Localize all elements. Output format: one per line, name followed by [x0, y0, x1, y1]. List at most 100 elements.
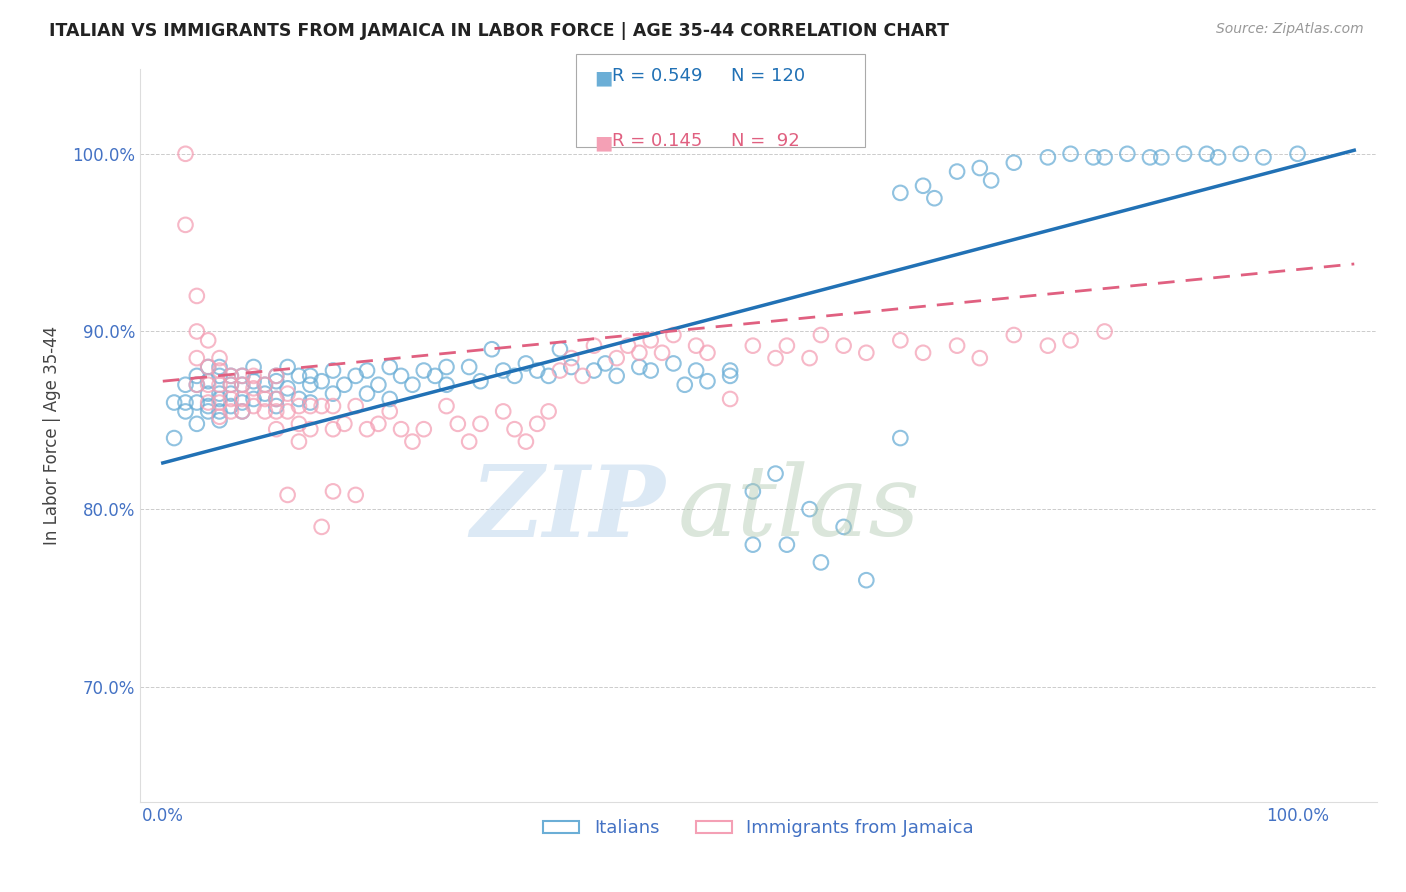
Point	[299, 399, 322, 413]
Point	[515, 434, 537, 449]
Point	[208, 351, 231, 365]
Point	[662, 328, 685, 343]
Point	[322, 363, 344, 377]
Point	[367, 417, 389, 431]
Point	[253, 377, 276, 392]
Point	[208, 395, 231, 409]
Point	[277, 488, 299, 502]
Point	[311, 520, 333, 534]
Point	[412, 422, 434, 436]
Text: R = 0.549: R = 0.549	[612, 67, 702, 85]
Point	[1286, 146, 1309, 161]
Point	[219, 377, 242, 392]
Point	[197, 395, 219, 409]
Point	[264, 399, 287, 413]
Point	[174, 377, 197, 392]
Point	[264, 368, 287, 383]
Point	[1036, 339, 1059, 353]
Point	[253, 377, 276, 392]
Point	[560, 359, 582, 374]
Point	[503, 422, 526, 436]
Point	[277, 386, 299, 401]
Point	[197, 377, 219, 392]
Point	[197, 374, 219, 388]
Point	[174, 395, 197, 409]
Point	[889, 334, 911, 348]
Point	[231, 368, 253, 383]
Point	[1253, 150, 1275, 164]
Point	[1059, 146, 1081, 161]
Text: N = 120: N = 120	[731, 67, 806, 85]
Point	[378, 359, 401, 374]
Point	[322, 386, 344, 401]
Point	[186, 395, 208, 409]
Point	[288, 392, 311, 406]
Point	[799, 502, 821, 516]
Point	[436, 359, 458, 374]
Point	[1195, 146, 1218, 161]
Point	[606, 368, 628, 383]
Point	[718, 363, 741, 377]
Point	[186, 289, 208, 303]
Point	[980, 173, 1002, 187]
Point	[718, 392, 741, 406]
Point	[186, 377, 208, 392]
Point	[628, 359, 651, 374]
Point	[231, 404, 253, 418]
Y-axis label: In Labor Force | Age 35-44: In Labor Force | Age 35-44	[44, 326, 60, 545]
Point	[389, 368, 412, 383]
Point	[969, 351, 991, 365]
Point	[1094, 325, 1116, 339]
Point	[367, 377, 389, 392]
Text: ■: ■	[595, 69, 613, 87]
Text: Source: ZipAtlas.com: Source: ZipAtlas.com	[1216, 22, 1364, 37]
Point	[219, 386, 242, 401]
Point	[436, 399, 458, 413]
Point	[582, 363, 605, 377]
Point	[174, 146, 197, 161]
Point	[186, 377, 208, 392]
Point	[208, 377, 231, 392]
Point	[776, 339, 799, 353]
Point	[186, 368, 208, 383]
Point	[219, 404, 242, 418]
Point	[582, 339, 605, 353]
Point	[322, 399, 344, 413]
Point	[969, 161, 991, 175]
Point	[855, 345, 877, 359]
Point	[470, 417, 492, 431]
Point	[662, 356, 685, 370]
Point	[242, 359, 264, 374]
Point	[174, 218, 197, 232]
Point	[810, 556, 832, 570]
Point	[219, 392, 242, 406]
Point	[526, 363, 548, 377]
Point	[333, 377, 356, 392]
Point	[299, 377, 322, 392]
Point	[242, 374, 264, 388]
Point	[242, 392, 264, 406]
Point	[436, 377, 458, 392]
Point	[1059, 334, 1081, 348]
Point	[617, 339, 640, 353]
Point	[946, 339, 969, 353]
Point	[458, 434, 481, 449]
Point	[1173, 146, 1195, 161]
Point	[208, 404, 231, 418]
Point	[832, 520, 855, 534]
Point	[333, 417, 356, 431]
Legend: Italians, Immigrants from Jamaica: Italians, Immigrants from Jamaica	[536, 812, 981, 845]
Point	[492, 404, 515, 418]
Point	[264, 392, 287, 406]
Point	[481, 343, 503, 357]
Point	[253, 404, 276, 418]
Point	[1002, 155, 1025, 169]
Text: R = 0.145: R = 0.145	[612, 132, 702, 150]
Point	[832, 339, 855, 353]
Point	[288, 434, 311, 449]
Point	[776, 538, 799, 552]
Point	[356, 363, 378, 377]
Point	[378, 392, 401, 406]
Point	[1150, 150, 1173, 164]
Text: ZIP: ZIP	[471, 460, 666, 557]
